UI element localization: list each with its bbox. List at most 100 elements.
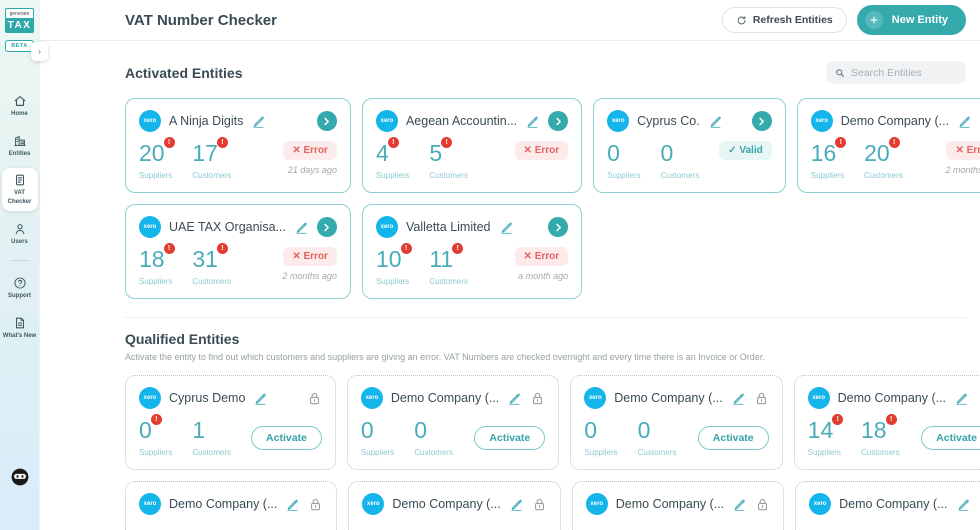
card-body: 0 Suppliers 0 Customers Activate — [361, 418, 546, 457]
lock-icon — [532, 497, 547, 512]
lock-icon — [307, 391, 322, 406]
status-badge: ✕ Error — [283, 141, 337, 160]
sidebar-item-vat-checker[interactable]: VAT Checker — [1, 168, 38, 211]
vat-icon — [13, 173, 27, 187]
sidebar-expand-button[interactable]: › — [31, 42, 48, 61]
qualified-entity-card[interactable]: xero Demo Company (... 14! Suppliers 18!… — [793, 375, 980, 470]
entities-icon — [13, 134, 27, 148]
alert-badge: ! — [163, 243, 175, 254]
activated-entity-card[interactable]: xero Demo Company (... 16! Suppliers 20!… — [796, 98, 980, 193]
edit-entity-icon[interactable] — [499, 220, 514, 235]
lock-icon — [308, 497, 323, 512]
edit-entity-icon[interactable] — [732, 497, 747, 512]
card-body: 18! Suppliers 31! Customers ✕ Error 2 mo… — [139, 243, 337, 286]
stat-customers: 17! Customers — [192, 137, 231, 180]
status-badge: ✕ Error — [283, 247, 337, 266]
sidebar-item-users[interactable]: Users — [2, 217, 38, 251]
edit-entity-icon[interactable] — [509, 497, 524, 512]
page-title: VAT Number Checker — [125, 11, 277, 29]
search-entities-box — [826, 61, 966, 84]
support-icon — [13, 276, 27, 290]
open-entity-button[interactable] — [751, 111, 772, 131]
sidebar-item-what-s-new[interactable]: What's New — [2, 311, 38, 345]
qualified-entity-card[interactable]: xero Cyprus Demo 0! Suppliers 1 Customer… — [125, 375, 336, 470]
edit-entity-icon[interactable] — [525, 114, 540, 129]
activate-button[interactable]: Activate — [251, 425, 322, 450]
stat-value: 1 — [192, 417, 206, 443]
edit-entity-icon[interactable] — [708, 114, 723, 129]
alert-badge: ! — [832, 414, 844, 425]
stat-value: 14! — [808, 414, 844, 442]
edit-entity-icon[interactable] — [294, 220, 309, 235]
edit-entity-icon[interactable] — [956, 497, 971, 512]
activated-entities-title: Activated Entities — [125, 64, 243, 81]
logo-tax-text: TAX — [4, 18, 35, 33]
stat-label: Suppliers — [139, 171, 173, 180]
qualified-entity-card[interactable]: xero Demo Company (... 0 Suppliers 0 Cus… — [570, 375, 783, 470]
last-checked-text: 2 months ago — [945, 165, 980, 175]
sidebar-item-label: Home — [11, 111, 28, 117]
activate-button[interactable]: Activate — [697, 425, 769, 450]
entity-name: Demo Company (... — [614, 391, 723, 405]
stat-customers: 0 Customers — [638, 418, 677, 457]
alert-badge: ! — [452, 243, 464, 254]
card-body: 0! Suppliers 1 Customers Activate — [139, 414, 322, 457]
sidebar-item-home[interactable]: Home — [2, 89, 38, 123]
open-entity-button[interactable] — [548, 111, 569, 131]
alert-badge: ! — [163, 137, 175, 148]
open-entity-button[interactable] — [548, 217, 569, 237]
qualified-entity-card[interactable]: xero Demo Company (... 0 Suppliers 0 Cus… — [346, 375, 560, 470]
qualified-entity-card[interactable]: xero Demo Company (... — [795, 481, 980, 530]
edit-entity-icon[interactable] — [954, 391, 969, 406]
content: Activated Entities xero A Ninja Digits 2… — [40, 41, 980, 530]
xero-logo-icon: xero — [139, 493, 161, 515]
qualified-entity-card[interactable]: xero Demo Company (... — [125, 481, 338, 530]
card-header: xero Demo Company (... — [584, 387, 768, 409]
qualified-entity-card[interactable]: xero Demo Company (... — [348, 481, 561, 530]
stat-value: 4! — [376, 137, 399, 165]
stat-label: Customers — [864, 171, 903, 180]
card-header: xero Cyprus Demo — [139, 387, 322, 409]
edit-entity-icon[interactable] — [957, 114, 972, 129]
activated-entity-card[interactable]: xero Valletta Limited 10! Suppliers 11! … — [361, 204, 583, 299]
stat-value: 0! — [139, 414, 162, 442]
activated-entity-card[interactable]: xero UAE TAX Organisa... 18! Suppliers 3… — [125, 204, 351, 299]
open-entity-button[interactable] — [316, 111, 337, 131]
stat-label: Suppliers — [139, 277, 173, 286]
help-widget-avatar[interactable] — [11, 468, 29, 486]
edit-entity-icon[interactable] — [251, 114, 266, 129]
sidebar-nav: Home Entities VAT Checker Users Support What'… — [0, 86, 39, 348]
entity-name: UAE TAX Organisa... — [169, 220, 286, 234]
refresh-entities-button[interactable]: Refresh Entities — [721, 7, 847, 33]
search-entities-input[interactable] — [851, 66, 957, 79]
activate-button[interactable]: Activate — [921, 425, 980, 450]
edit-entity-icon[interactable] — [507, 391, 522, 406]
edit-entity-icon[interactable] — [731, 391, 746, 406]
edit-entity-icon[interactable] — [253, 391, 268, 406]
activated-entity-card[interactable]: xero A Ninja Digits 20! Suppliers 17! Cu… — [125, 98, 351, 193]
new-entity-button[interactable]: New Entity — [856, 5, 966, 35]
stat-suppliers: 20! Suppliers — [139, 137, 175, 180]
stat-suppliers: 18! Suppliers — [139, 243, 175, 286]
card-body: 10! Suppliers 11! Customers ✕ Error a mo… — [376, 243, 569, 286]
alert-badge: ! — [216, 137, 228, 148]
home-icon — [13, 94, 27, 108]
open-entity-button[interactable] — [316, 217, 337, 237]
qualified-entity-card[interactable]: xero Demo Company (... — [571, 481, 785, 530]
stat-value: 16! — [811, 137, 847, 165]
stat-customers: 0 Customers — [661, 141, 700, 180]
entity-name: Demo Company (... — [615, 497, 725, 511]
qualified-entities-subtitle: Activate the entity to find out which cu… — [125, 352, 765, 362]
activated-entity-card[interactable]: xero Cyprus Co. 0 Suppliers 0 Customers … — [593, 98, 786, 193]
xero-logo-icon: xero — [375, 110, 398, 132]
stat-value: 11! — [429, 243, 464, 271]
card-header: xero Demo Company (... — [139, 493, 323, 515]
sidebar-item-support[interactable]: Support — [2, 271, 38, 305]
stat-suppliers: 0! Suppliers — [139, 414, 172, 457]
edit-entity-icon[interactable] — [285, 497, 300, 512]
activated-entity-card[interactable]: xero Aegean Accountin... 4! Suppliers 5!… — [361, 98, 583, 193]
sidebar-item-entities[interactable]: Entities — [2, 129, 38, 163]
activate-button[interactable]: Activate — [474, 425, 546, 450]
card-header: xero Demo Company (... — [809, 493, 980, 515]
main-area: VAT Number Checker Refresh Entities New … — [40, 0, 980, 530]
